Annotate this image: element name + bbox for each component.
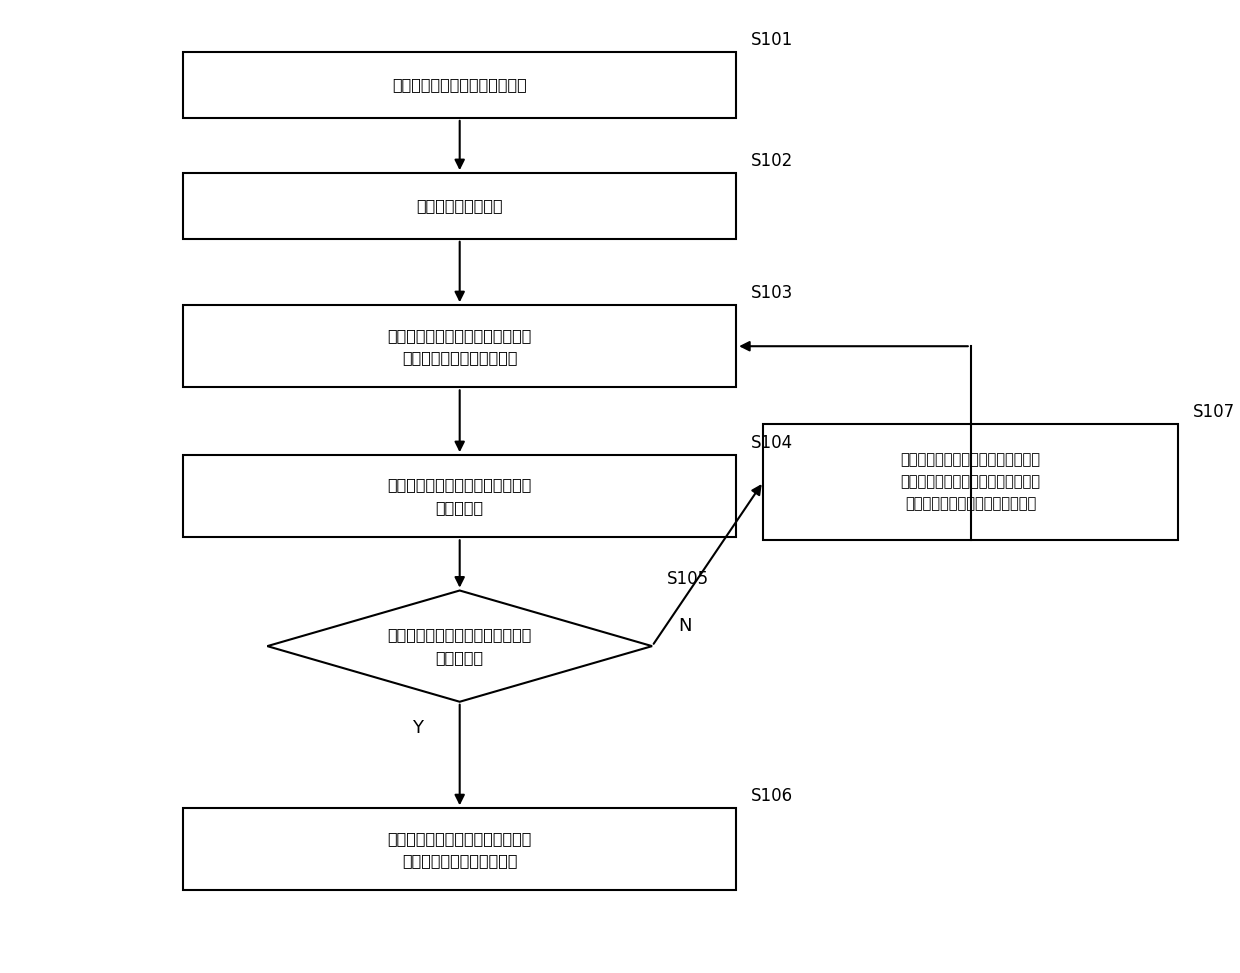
Text: S106: S106 <box>750 787 792 806</box>
Text: 解析所述已扫描特征信息得到已扫
描属性信息: 解析所述已扫描特征信息得到已扫 描属性信息 <box>388 478 532 515</box>
FancyBboxPatch shape <box>764 423 1178 540</box>
Text: S103: S103 <box>750 284 792 303</box>
FancyBboxPatch shape <box>184 809 737 890</box>
Polygon shape <box>268 591 652 702</box>
Text: S104: S104 <box>750 434 792 452</box>
Text: Y: Y <box>412 719 423 738</box>
FancyBboxPatch shape <box>184 53 737 118</box>
FancyBboxPatch shape <box>184 173 737 238</box>
Text: S105: S105 <box>667 569 708 588</box>
Text: 访问本地缓存数据库: 访问本地缓存数据库 <box>417 198 503 213</box>
FancyBboxPatch shape <box>184 455 737 537</box>
Text: 获取待扫描文件的当前属性信息: 获取待扫描文件的当前属性信息 <box>392 78 527 92</box>
Text: S102: S102 <box>750 152 792 170</box>
Text: 通过当前属性信息计算待扫描文件的
当前特征信息，并存入本地缓存数据
库作为下次扫描的已扫描特征信息: 通过当前属性信息计算待扫描文件的 当前特征信息，并存入本地缓存数据 库作为下次扫… <box>900 452 1040 512</box>
Text: N: N <box>678 617 692 634</box>
Text: 判断已扫描属性信息与当前属性信
息是否一致: 判断已扫描属性信息与当前属性信 息是否一致 <box>388 628 532 665</box>
Text: 读取所述已扫描特征信息作为所述
待扫描文件的当前特征信息: 读取所述已扫描特征信息作为所述 待扫描文件的当前特征信息 <box>388 831 532 868</box>
Text: S101: S101 <box>750 31 792 50</box>
Text: 判断本地缓存数据库中是否存在待
扫描文件的已扫描特征信息: 判断本地缓存数据库中是否存在待 扫描文件的已扫描特征信息 <box>388 328 532 365</box>
FancyBboxPatch shape <box>184 306 737 387</box>
Text: S107: S107 <box>1193 403 1235 420</box>
